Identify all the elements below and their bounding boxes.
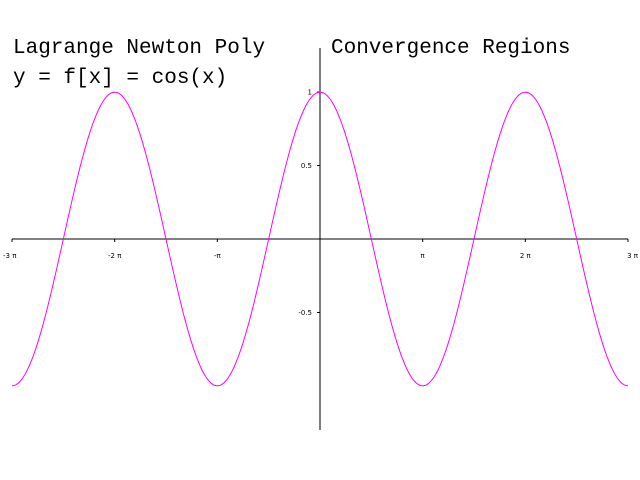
chart-subtitle: y = f[x] = cos(x) <box>13 67 228 90</box>
x-tick-label: π <box>421 252 426 260</box>
x-tick-label: -2 π <box>108 252 122 260</box>
axes <box>12 48 628 430</box>
series-line <box>11 91 629 387</box>
x-tick-label: -3 π <box>3 252 17 260</box>
y-tick-label: 1 <box>308 89 312 97</box>
x-tick-label: 3 π <box>627 252 639 260</box>
tick-labels: -3 π -2 π -π π 2 π 3 π 1 0.5 -0.5 <box>3 89 639 317</box>
x-tick-label: 2 π <box>520 252 532 260</box>
y-tick-label: -0.5 <box>298 309 312 317</box>
y-tick-label: 0.5 <box>301 162 312 170</box>
chart-title-secondary: Convergence Regions <box>331 37 571 60</box>
chart-title: Lagrange Newton Poly <box>13 37 266 60</box>
x-tick-label: -π <box>214 252 222 260</box>
